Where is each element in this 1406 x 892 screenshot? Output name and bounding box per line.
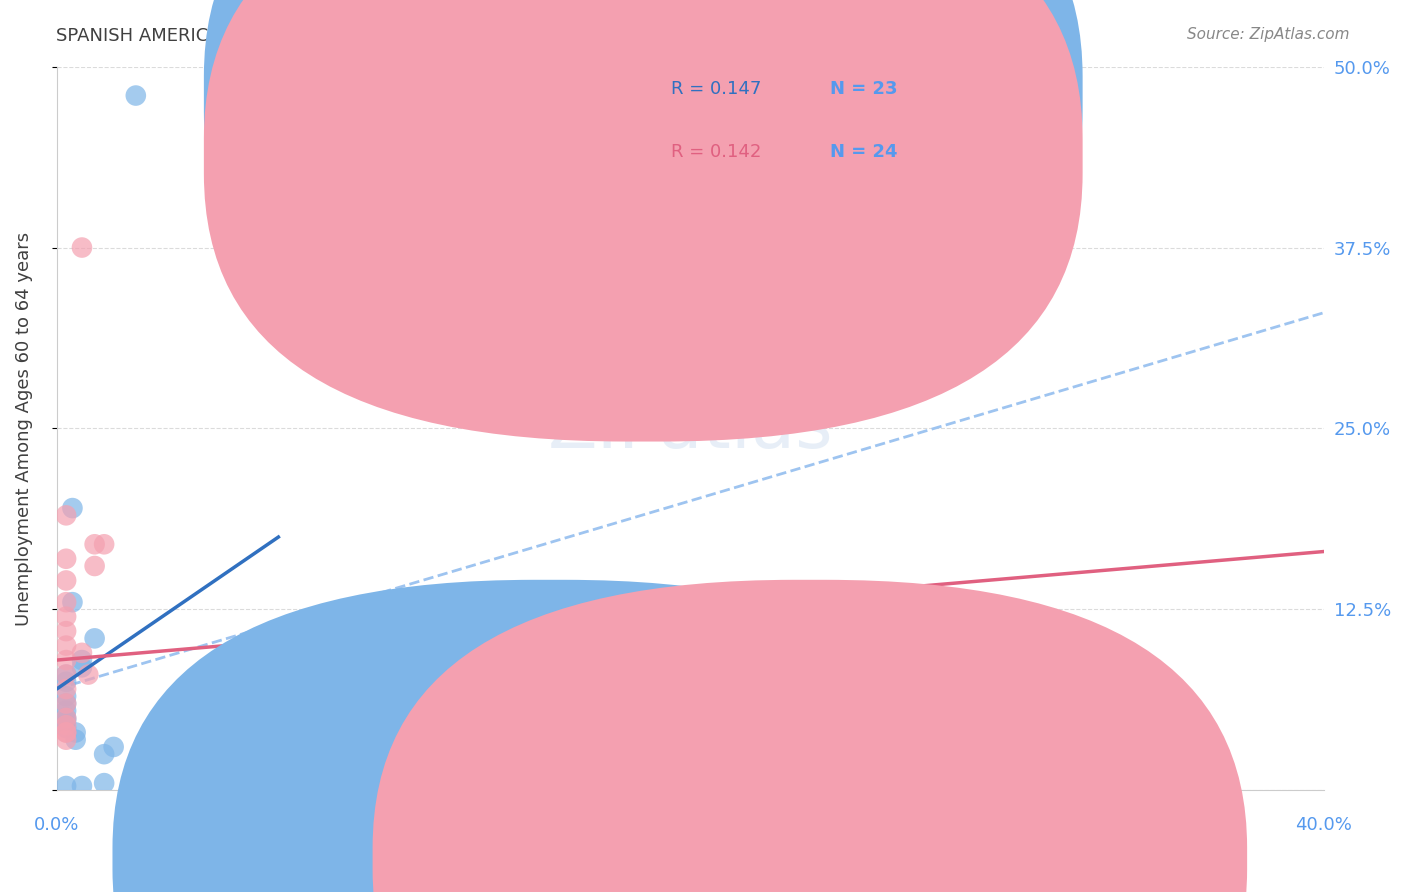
- Point: [83, 537, 105, 551]
- Point: [55, 595, 77, 609]
- Point: [55, 725, 77, 739]
- Point: [55, 697, 77, 711]
- Point: [55, 704, 77, 718]
- Point: [55, 681, 77, 696]
- Point: [55, 721, 77, 735]
- Point: [55, 624, 77, 639]
- Text: R = 0.147: R = 0.147: [671, 80, 761, 98]
- Text: ZIPatlas: ZIPatlas: [547, 394, 834, 463]
- Point: [55, 732, 77, 747]
- Point: [235, 779, 257, 793]
- Text: 40.0%: 40.0%: [1295, 815, 1353, 834]
- Text: Source: ZipAtlas.com: Source: ZipAtlas.com: [1187, 27, 1350, 42]
- Point: [901, 616, 924, 631]
- Point: [83, 559, 105, 574]
- Point: [70, 646, 93, 660]
- Point: [55, 508, 77, 523]
- Point: [65, 725, 87, 739]
- Point: [55, 574, 77, 588]
- Point: [55, 667, 77, 681]
- Point: [93, 776, 115, 790]
- Point: [77, 667, 100, 681]
- Point: [70, 241, 93, 255]
- Text: R = 0.142: R = 0.142: [671, 143, 761, 161]
- Point: [65, 732, 87, 747]
- Text: N = 23: N = 23: [830, 80, 897, 98]
- Point: [103, 739, 125, 754]
- Point: [93, 537, 115, 551]
- Point: [55, 697, 77, 711]
- Point: [679, 595, 702, 609]
- Point: [70, 653, 93, 667]
- Text: 0.0%: 0.0%: [34, 815, 79, 834]
- Point: [55, 718, 77, 732]
- Text: Spanish Americans: Spanish Americans: [569, 849, 728, 868]
- Text: Slavs: Slavs: [830, 849, 873, 868]
- Text: N = 24: N = 24: [830, 143, 897, 161]
- Point: [55, 779, 77, 793]
- Point: [55, 653, 77, 667]
- Text: SPANISH AMERICAN VS SLAVIC UNEMPLOYMENT AMONG AGES 60 TO 64 YEARS CORRELATION CH: SPANISH AMERICAN VS SLAVIC UNEMPLOYMENT …: [56, 27, 970, 45]
- Point: [55, 690, 77, 704]
- Point: [55, 714, 77, 728]
- Point: [55, 711, 77, 725]
- Point: [70, 779, 93, 793]
- Point: [70, 660, 93, 674]
- Point: [62, 501, 84, 516]
- Point: [55, 609, 77, 624]
- Point: [55, 725, 77, 739]
- Point: [55, 674, 77, 689]
- Point: [83, 632, 105, 646]
- Point: [55, 551, 77, 566]
- Point: [62, 595, 84, 609]
- Point: [775, 779, 797, 793]
- Point: [93, 747, 115, 761]
- Y-axis label: Unemployment Among Ages 60 to 64 years: Unemployment Among Ages 60 to 64 years: [15, 231, 32, 625]
- Point: [125, 88, 148, 103]
- Point: [55, 639, 77, 653]
- Point: [55, 667, 77, 681]
- Point: [55, 711, 77, 725]
